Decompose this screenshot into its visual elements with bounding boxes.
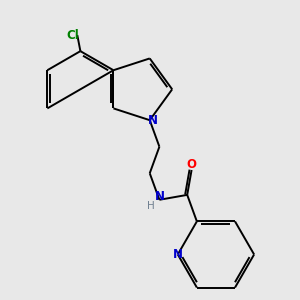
Text: N: N xyxy=(148,114,158,127)
Text: O: O xyxy=(187,158,196,171)
Text: N: N xyxy=(154,190,164,203)
Text: Cl: Cl xyxy=(67,28,79,42)
Text: H: H xyxy=(147,201,155,211)
Text: N: N xyxy=(173,248,183,261)
